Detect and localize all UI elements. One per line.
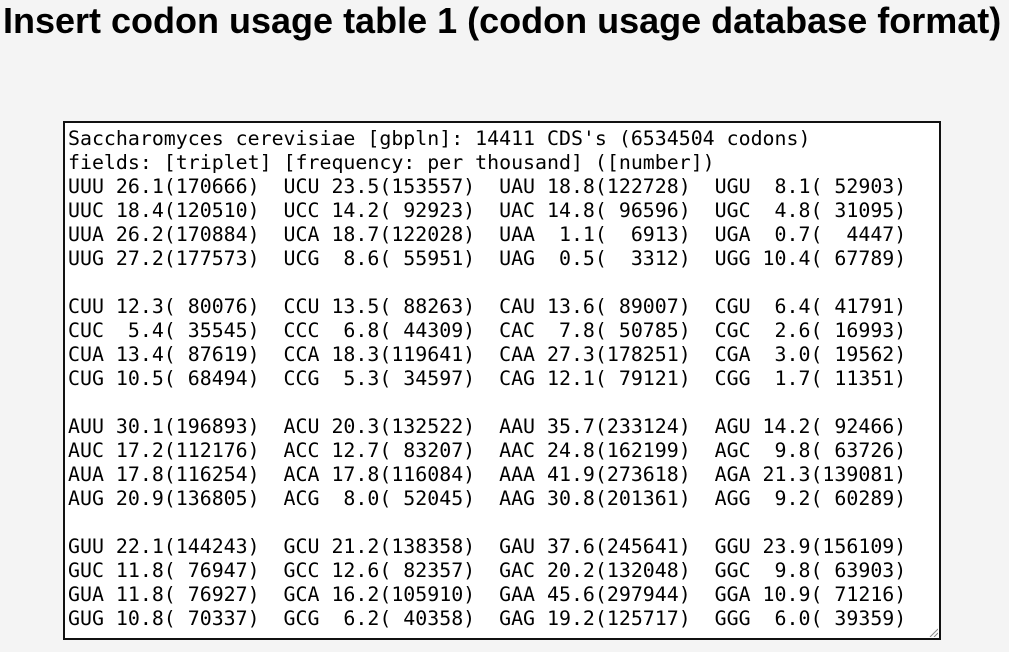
codon-row: GUU 22.1(144243) GCU 21.2(138358) GAU 37… <box>68 535 907 558</box>
header-line: Saccharomyces cerevisiae [gbpln]: 14411 … <box>68 127 811 150</box>
codon-row: CUU 12.3( 80076) CCU 13.5( 88263) CAU 13… <box>68 295 907 318</box>
resize-handle[interactable] <box>928 627 938 637</box>
codon-row: CUC 5.4( 35545) CCC 6.8( 44309) CAC 7.8(… <box>68 319 907 342</box>
codon-row: UUA 26.2(170884) UCA 18.7(122028) UAA 1.… <box>68 223 907 246</box>
textarea-header: Saccharomyces cerevisiae [gbpln]: 14411 … <box>68 127 906 175</box>
codon-group: UUU 26.1(170666) UCU 23.5(153557) UAU 18… <box>68 175 906 271</box>
codon-row: AUG 20.9(136805) ACG 8.0( 52045) AAG 30.… <box>68 487 907 510</box>
header-line: fields: [triplet] [frequency: per thousa… <box>68 151 715 174</box>
page-title: Insert codon usage table 1 (codon usage … <box>3 0 1002 41</box>
codon-textarea[interactable]: Saccharomyces cerevisiae [gbpln]: 14411 … <box>63 121 941 640</box>
codon-group: CUU 12.3( 80076) CCU 13.5( 88263) CAU 13… <box>68 295 906 391</box>
codon-row: AUU 30.1(196893) ACU 20.3(132522) AAU 35… <box>68 415 907 438</box>
codon-group: AUU 30.1(196893) ACU 20.3(132522) AAU 35… <box>68 415 906 511</box>
codon-row: GUC 11.8( 76947) GCC 12.6( 82357) GAC 20… <box>68 559 907 582</box>
codon-row: GUG 10.8( 70337) GCG 6.2( 40358) GAG 19.… <box>68 607 907 630</box>
codon-row: GUA 11.8( 76927) GCA 16.2(105910) GAA 45… <box>68 583 907 606</box>
codon-row: UUC 18.4(120510) UCC 14.2( 92923) UAC 14… <box>68 199 907 222</box>
textarea-content: Saccharomyces cerevisiae [gbpln]: 14411 … <box>68 127 906 631</box>
codon-row: UUG 27.2(177573) UCG 8.6( 55951) UAG 0.5… <box>68 247 907 270</box>
codon-row: CUG 10.5( 68494) CCG 5.3( 34597) CAG 12.… <box>68 367 907 390</box>
codon-group: GUU 22.1(144243) GCU 21.2(138358) GAU 37… <box>68 535 906 631</box>
codon-row: CUA 13.4( 87619) CCA 18.3(119641) CAA 27… <box>68 343 907 366</box>
codon-row: AUC 17.2(112176) ACC 12.7( 83207) AAC 24… <box>68 439 907 462</box>
codon-row: AUA 17.8(116254) ACA 17.8(116084) AAA 41… <box>68 463 907 486</box>
codon-row: UUU 26.1(170666) UCU 23.5(153557) UAU 18… <box>68 175 907 198</box>
